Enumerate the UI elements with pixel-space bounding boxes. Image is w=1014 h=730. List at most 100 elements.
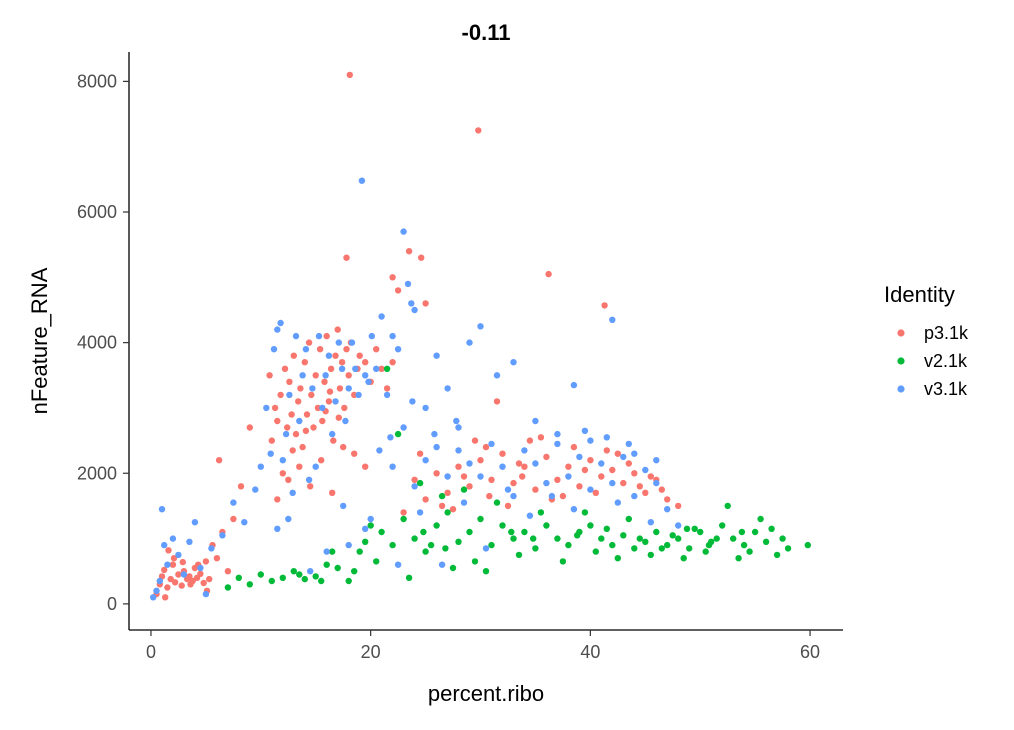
data-point: [526, 437, 534, 444]
data-point: [202, 590, 210, 598]
data-point: [373, 346, 380, 353]
data-point: [416, 479, 424, 487]
data-point: [477, 323, 484, 330]
y-axis-title: nFeature_RNA: [27, 267, 52, 414]
data-point: [603, 434, 610, 441]
data-point: [762, 538, 770, 545]
data-point: [620, 532, 627, 539]
data-point: [235, 574, 242, 581]
data-point: [314, 404, 322, 412]
legend-key-p3-1k: [897, 329, 905, 337]
data-point: [179, 558, 186, 566]
data-point: [438, 492, 446, 500]
data-point: [352, 365, 359, 372]
data-point: [303, 411, 311, 418]
data-point: [389, 332, 396, 340]
data-point: [411, 306, 418, 314]
data-point: [301, 359, 308, 366]
data-point: [329, 489, 336, 496]
data-point: [286, 378, 293, 385]
data-point: [330, 437, 337, 444]
data-point: [587, 486, 594, 493]
data-point: [751, 528, 759, 536]
data-point: [471, 558, 479, 565]
data-point: [418, 254, 425, 261]
data-point: [554, 430, 561, 438]
data-point: [340, 502, 347, 510]
data-point: [389, 463, 396, 470]
data-point: [319, 417, 326, 425]
data-point: [169, 535, 177, 542]
data-point: [587, 522, 594, 529]
legend-label-p3-1k: p3.1k: [924, 323, 969, 343]
data-point: [603, 447, 610, 454]
data-point: [532, 486, 539, 493]
data-point: [323, 332, 330, 340]
data-point: [493, 398, 501, 405]
data-point: [334, 564, 341, 572]
data-point: [170, 555, 178, 562]
data-point: [508, 528, 515, 536]
data-point: [422, 548, 429, 555]
data-point: [373, 558, 380, 565]
ticks-layer: 0 20 40 60 0 2000 4000 6000 8000: [77, 71, 820, 662]
data-point: [565, 473, 572, 480]
y-tick-label: 4000: [77, 333, 117, 353]
data-point: [631, 450, 638, 457]
data-point: [191, 519, 199, 526]
data-point: [400, 515, 407, 523]
data-point: [305, 476, 313, 483]
data-point: [620, 479, 627, 487]
data-point: [345, 577, 352, 585]
data-point: [299, 372, 306, 379]
data-point: [521, 447, 528, 454]
data-point: [296, 463, 303, 470]
data-point: [431, 430, 438, 438]
data-point: [309, 385, 316, 392]
data-point: [592, 489, 599, 496]
data-point: [433, 522, 440, 529]
data-point: [394, 430, 402, 438]
data-point: [367, 522, 374, 529]
data-point: [614, 555, 621, 562]
data-point: [625, 515, 632, 523]
data-point: [158, 506, 166, 513]
data-point: [730, 535, 737, 542]
data-point: [559, 558, 567, 565]
data-point: [274, 496, 281, 503]
data-point: [466, 528, 473, 536]
data-point: [460, 486, 468, 493]
data-point: [296, 571, 303, 578]
data-point: [477, 473, 484, 480]
data-point: [165, 547, 172, 554]
data-point: [587, 457, 594, 464]
data-point: [488, 440, 495, 448]
data-point: [636, 535, 643, 542]
data-point: [338, 359, 346, 366]
data-point: [290, 352, 297, 359]
data-point: [323, 561, 330, 568]
data-point: [779, 535, 786, 542]
data-point: [537, 434, 545, 441]
data-point: [532, 417, 539, 425]
data-point: [647, 551, 654, 559]
data-point: [281, 365, 289, 372]
data-point: [285, 476, 292, 483]
data-point: [570, 381, 578, 389]
data-point: [598, 473, 605, 480]
data-point: [416, 450, 424, 457]
data-point: [315, 332, 323, 340]
data-point: [197, 570, 204, 577]
data-point: [433, 470, 440, 477]
data-point: [378, 313, 385, 320]
x-tick-label: 40: [580, 642, 600, 662]
data-point: [367, 515, 374, 523]
data-point: [178, 582, 185, 589]
data-point: [532, 545, 539, 552]
data-point: [530, 535, 537, 542]
data-point: [263, 404, 270, 412]
data-point: [378, 365, 385, 372]
data-point: [444, 489, 451, 496]
points-layer: [150, 71, 811, 601]
